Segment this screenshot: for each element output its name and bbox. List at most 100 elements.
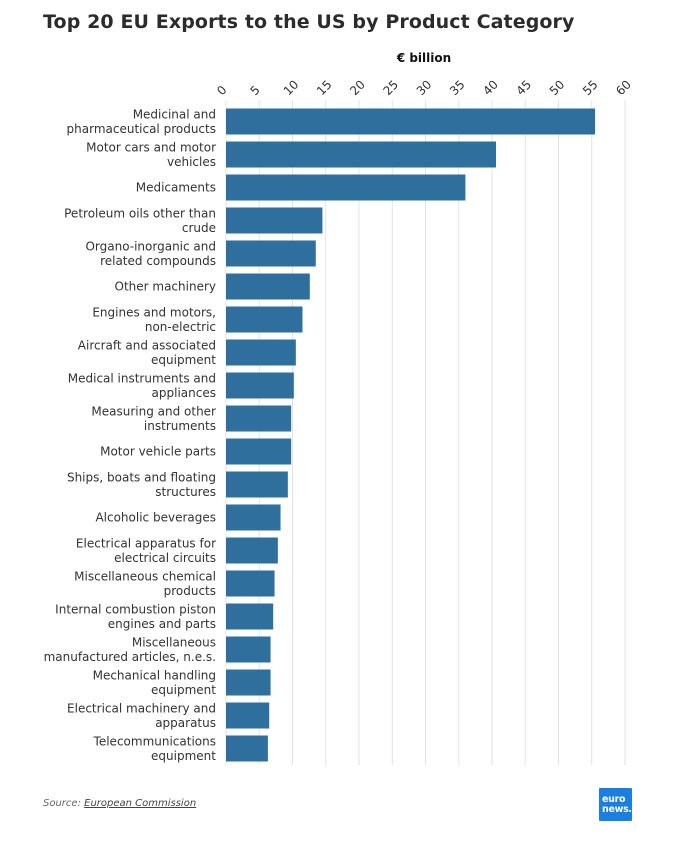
bar[interactable] [226, 240, 316, 267]
category-label-line: products [164, 584, 216, 598]
axis-title: € billion [396, 51, 451, 65]
bar[interactable] [226, 339, 296, 366]
bar[interactable] [226, 471, 288, 498]
category-label-line: Measuring and other [91, 404, 216, 418]
bar[interactable] [226, 141, 496, 168]
category-label-line: Organo-inorganic and [85, 239, 216, 253]
logo-text-line1: euro [602, 793, 626, 805]
category-label-line: Motor vehicle parts [100, 445, 216, 459]
category-label-line: appliances [152, 386, 216, 400]
source-link[interactable]: European Commission [84, 798, 197, 809]
bar[interactable] [226, 108, 596, 135]
category-label: Internal combustion piston engines and pa… [55, 602, 216, 631]
bar[interactable] [226, 405, 292, 432]
category-label: Aircraft and associated equipment [78, 338, 217, 367]
category-label: Miscellaneous chemical products [74, 569, 216, 598]
category-label-line: electrical circuits [114, 551, 216, 565]
x-tick-label: 30 [414, 77, 435, 98]
x-tick-label: 25 [380, 77, 401, 98]
category-label-line: Telecommunications [93, 734, 216, 748]
category-label-line: Ships, boats and floating [67, 470, 216, 484]
category-label-line: structures [155, 485, 216, 499]
bar[interactable] [226, 702, 270, 729]
bars [226, 108, 596, 762]
bar[interactable] [226, 669, 271, 696]
category-label-line: Miscellaneous chemical [74, 569, 216, 583]
category-label-line: Petroleum oils other than [64, 206, 216, 220]
category-label: Telecommunications equipment [93, 734, 217, 763]
category-label: Motor vehicle parts [100, 445, 216, 459]
category-label-line: related compounds [100, 254, 216, 268]
category-labels: Medicinal and pharmaceutical products Moto… [44, 107, 217, 763]
category-label-line: pharmaceutical products [67, 122, 216, 136]
category-label-line: instruments [144, 419, 216, 433]
x-tick-label: 0 [214, 83, 229, 98]
x-tick-label: 50 [547, 77, 568, 98]
logo-text-line2: news. [602, 803, 632, 815]
bar-chart: 0 5 10 15 20 25 30 35 40 45 50 55 60 Medicinal and ph… [44, 51, 634, 765]
category-label-line: engines and parts [108, 617, 216, 631]
bar[interactable] [226, 603, 274, 630]
bar[interactable] [226, 735, 268, 762]
category-label-line: manufactured articles, n.e.s. [44, 650, 216, 664]
category-label-line: equipment [151, 353, 216, 367]
category-label: Miscellaneous manufactured articles, n.e.… [44, 635, 216, 664]
bar[interactable] [226, 207, 323, 234]
bar[interactable] [226, 537, 278, 564]
bar[interactable] [226, 636, 271, 663]
bar[interactable] [226, 306, 303, 333]
x-tick-label: 10 [281, 77, 302, 98]
x-tick-label: 40 [480, 77, 501, 98]
category-label: Measuring and other instruments [91, 404, 216, 433]
bar[interactable] [226, 174, 466, 201]
category-label-line: apparatus [155, 716, 216, 730]
x-tick-label: 55 [580, 77, 601, 98]
euronews-logo: euro news. [599, 788, 632, 821]
category-label-line: Electrical apparatus for [76, 536, 216, 550]
category-label-line: Motor cars and motor [86, 140, 216, 154]
category-label: Engines and motors, non-electric [92, 305, 216, 334]
category-label: Mechanical handling equipment [93, 668, 217, 697]
category-label: Medicinal and pharmaceutical products [67, 107, 216, 136]
category-label-line: Aircraft and associated [78, 338, 216, 352]
bar[interactable] [226, 273, 310, 300]
category-label-line: Engines and motors, [92, 305, 216, 319]
category-label: Other machinery [115, 280, 217, 294]
category-label: Alcoholic beverages [95, 511, 216, 525]
x-tick-label: 35 [447, 77, 468, 98]
category-label: Petroleum oils other than crude [64, 206, 216, 235]
x-tick-label: 20 [347, 77, 368, 98]
category-label-line: Miscellaneous [132, 635, 216, 649]
source-note: Source: European Commission [43, 798, 196, 809]
chart-title: Top 20 EU Exports to the US by Product C… [43, 11, 575, 33]
category-label: Motor cars and motor vehicles [86, 140, 216, 169]
category-label: Ships, boats and floating structures [67, 470, 216, 499]
category-label-line: Medicinal and [133, 107, 216, 121]
category-label-line: equipment [151, 683, 216, 697]
category-label: Electrical machinery and apparatus [67, 701, 216, 730]
x-tick-label: 60 [613, 77, 634, 98]
x-axis-ticks: 0 5 10 15 20 25 30 35 40 45 50 55 60 [214, 77, 634, 98]
category-label-line: Electrical machinery and [67, 701, 216, 715]
category-label-line: Mechanical handling [93, 668, 216, 682]
bar[interactable] [226, 570, 275, 597]
bar[interactable] [226, 504, 281, 531]
category-label: Medical instruments and appliances [68, 371, 216, 400]
category-label: Organo-inorganic and related compounds [85, 239, 216, 268]
category-label-line: non-electric [145, 320, 216, 334]
category-label-line: Internal combustion piston [55, 602, 216, 616]
x-tick-label: 15 [314, 77, 335, 98]
category-label-line: Medical instruments and [68, 371, 216, 385]
gridlines [225, 100, 626, 765]
source-prefix: Source: [43, 798, 85, 809]
category-label-line: Alcoholic beverages [95, 511, 216, 525]
category-label-line: Medicaments [136, 181, 216, 195]
bar[interactable] [226, 438, 292, 465]
category-label: Medicaments [136, 181, 216, 195]
x-tick-label: 5 [247, 83, 262, 98]
category-label-line: Other machinery [115, 280, 217, 294]
category-label-line: vehicles [167, 155, 216, 169]
category-label-line: equipment [151, 749, 216, 763]
bar[interactable] [226, 372, 294, 399]
x-tick-label: 45 [513, 77, 534, 98]
